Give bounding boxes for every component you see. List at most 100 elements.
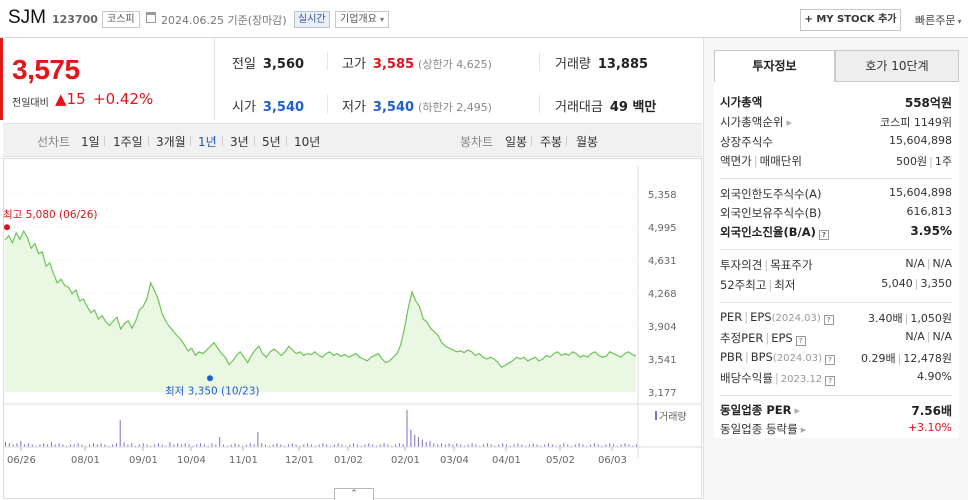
volume-bar — [230, 444, 232, 447]
x-tick-label: 06/26 — [7, 455, 36, 466]
volume-bar — [314, 445, 316, 447]
sector-rate-link[interactable]: 동일업종 등락률 ▶ — [720, 421, 806, 437]
company-overview-label: 기업개요 — [340, 14, 377, 25]
volume-bar — [165, 445, 167, 447]
volume-bar — [135, 445, 136, 447]
help-icon[interactable]: ? — [825, 376, 836, 386]
row-label: 최저 — [774, 278, 796, 292]
volume-bar — [242, 445, 244, 447]
volume-bar — [284, 445, 286, 447]
volume-bar — [150, 445, 152, 447]
price-change-percent: +0.42% — [93, 90, 154, 108]
tab-5y[interactable]: 5년 — [262, 135, 281, 149]
volume-bar — [364, 444, 366, 447]
help-icon[interactable]: ? — [795, 336, 806, 346]
row-label: EPS — [750, 310, 772, 324]
divider — [531, 136, 532, 146]
volume-bar — [597, 444, 599, 447]
volume-bar — [467, 444, 469, 447]
volume-bar — [345, 445, 347, 447]
tab-invest-info[interactable]: 투자정보 — [714, 50, 835, 82]
tab-daily[interactable]: 일봉 — [505, 135, 528, 149]
volume-bar — [517, 443, 519, 447]
tab-10y[interactable]: 10년 — [294, 135, 321, 149]
tab-3y[interactable]: 3년 — [230, 135, 249, 149]
tab-1y[interactable]: 1년 — [198, 135, 217, 149]
volume-bar — [337, 443, 339, 447]
volume-bar — [127, 444, 129, 447]
panel-tabs: 투자정보 호가 10단계 — [714, 50, 959, 82]
volume-bar — [398, 443, 400, 447]
add-my-stock-button[interactable]: + MY STOCK 추가 — [800, 9, 901, 31]
volume-bar — [180, 444, 182, 447]
volume-bar — [391, 445, 393, 447]
quote-prev: 전일 3,560 — [232, 53, 304, 72]
volume-bar — [613, 444, 615, 447]
company-overview-dropdown[interactable]: 기업개요 ▾ — [335, 11, 390, 28]
volume-bar — [395, 444, 397, 447]
row-label-pair: 액면가 | 매매단위 — [720, 153, 802, 169]
y-tick-label: 3,904 — [648, 322, 677, 333]
volume-bar — [353, 443, 354, 447]
volume-bar — [368, 443, 370, 447]
quote-volume: 거래량 13,885 — [555, 53, 648, 72]
quote-value: 13,885 — [597, 57, 649, 72]
invest-info-body: 시가총액 558억원 시가총액순위 ▶ 코스피 1149위 상장주식수 15,60… — [714, 82, 959, 438]
realtime-button[interactable]: 실시간 — [294, 11, 330, 28]
row-sector-per: 동일업종 PER ▶ 7.56배 — [720, 402, 952, 420]
divider — [720, 395, 952, 396]
row-label: 52주최고 — [720, 278, 767, 292]
volume-bar — [115, 443, 117, 447]
divider — [720, 302, 952, 303]
volume-bar — [8, 443, 10, 447]
help-icon[interactable]: ? — [823, 315, 834, 325]
volume-bar — [35, 445, 37, 447]
volume-bar — [62, 444, 64, 447]
quote-label: 고가 — [342, 57, 366, 72]
tab-1d[interactable]: 1일 — [81, 135, 100, 149]
volume-bar — [245, 444, 247, 447]
divider — [254, 136, 255, 146]
volume-bar — [433, 443, 435, 447]
quick-order-button[interactable]: 빠른주문 — [915, 12, 962, 28]
tab-weekly[interactable]: 주봉 — [540, 135, 563, 149]
x-tick-label: 05/02 — [546, 455, 575, 466]
tab-order-book[interactable]: 호가 10단계 — [835, 50, 959, 82]
volume-bar — [452, 444, 454, 447]
chevron-down-icon: ▾ — [380, 15, 385, 24]
volume-bar — [387, 444, 389, 447]
volume-bar — [528, 444, 530, 447]
help-icon[interactable]: ? — [818, 230, 829, 240]
market-cap-rank-link[interactable]: 시가총액순위 ▶ — [720, 114, 792, 130]
volume-bar — [303, 444, 305, 447]
divider: | — [753, 154, 758, 168]
y-tick-label: 4,268 — [648, 289, 677, 300]
tab-3m[interactable]: 3개월 — [156, 135, 186, 149]
quote-label: 거래대금 — [555, 100, 603, 115]
volume-bar — [146, 444, 148, 447]
row-value: 15,604,898 — [889, 186, 952, 199]
volume-bar — [276, 443, 278, 447]
volume-bar — [12, 444, 14, 447]
tab-monthly[interactable]: 월봉 — [576, 135, 599, 149]
volume-bar — [532, 443, 534, 447]
sector-per-link[interactable]: 동일업종 PER ▶ — [720, 402, 800, 418]
help-icon[interactable]: ? — [824, 355, 835, 365]
volume-bar — [605, 444, 607, 447]
volume-bar — [490, 444, 492, 447]
row-value: N/A — [905, 257, 925, 270]
volume-bar — [372, 444, 374, 447]
volume-bar — [265, 444, 266, 447]
volume-bar — [463, 445, 465, 447]
chart-toggle-button[interactable]: ⌃ — [334, 488, 374, 500]
divider — [286, 136, 287, 146]
market-badge: 코스피 — [102, 11, 140, 28]
divider — [327, 95, 328, 113]
row-value: 3,350 — [920, 277, 953, 290]
volume-bar — [479, 445, 481, 447]
volume-bar — [410, 429, 412, 447]
quote-label: 시가 — [232, 100, 256, 115]
volume-bar — [498, 444, 500, 447]
tab-1w[interactable]: 1주일 — [113, 135, 143, 149]
price-chart[interactable]: 5,358 4,995 4,631 4,268 3,904 3,541 3,177 최고 5,… — [3, 158, 702, 500]
